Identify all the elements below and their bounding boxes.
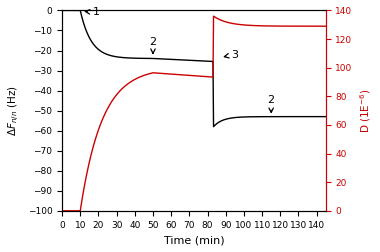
X-axis label: Time (min): Time (min) [163,235,224,245]
Y-axis label: $\Delta F_{n/n}$ (Hz): $\Delta F_{n/n}$ (Hz) [7,85,22,136]
Y-axis label: D (1E$^{-6}$): D (1E$^{-6}$) [358,88,373,133]
Text: 2: 2 [268,94,275,112]
Text: 3: 3 [224,50,238,59]
Text: 1: 1 [86,8,100,17]
Text: 2: 2 [149,37,157,53]
